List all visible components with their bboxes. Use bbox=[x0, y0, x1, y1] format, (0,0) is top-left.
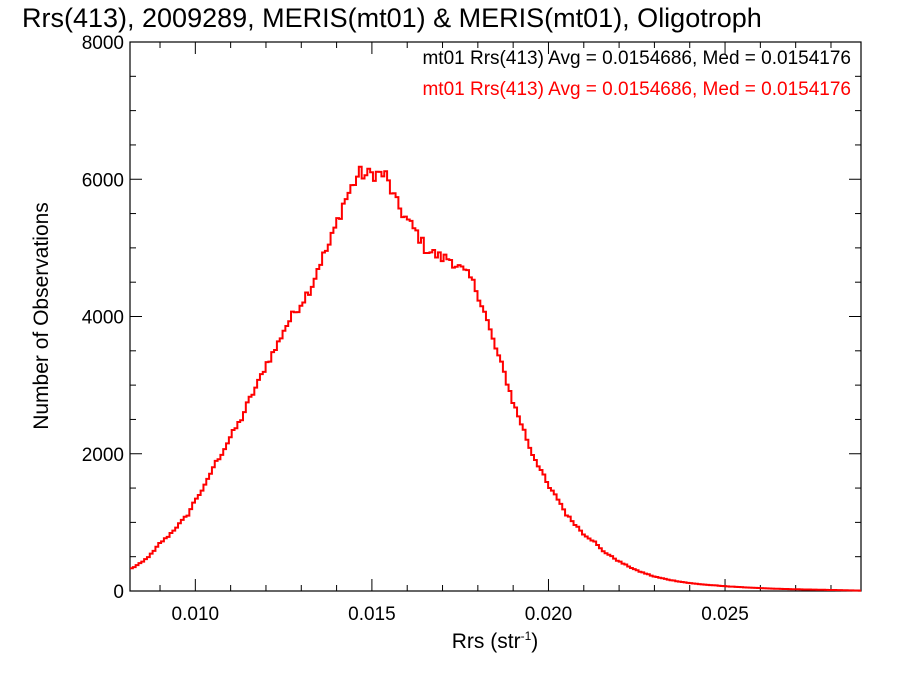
x-tick-label: 0.010 bbox=[172, 604, 220, 625]
y-tick-label: 2000 bbox=[82, 445, 124, 466]
y-tick-label: 8000 bbox=[82, 33, 124, 54]
y-tick-label: 4000 bbox=[82, 308, 124, 329]
plot-frame bbox=[129, 41, 862, 592]
y-tick-label: 6000 bbox=[82, 170, 124, 191]
x-tick-labels: 0.010 0.015 0.020 0.025 bbox=[172, 604, 749, 625]
y-tick-labels: 0 2000 4000 6000 8000 bbox=[82, 33, 124, 603]
histogram-series bbox=[130, 165, 861, 592]
legend-entry-1: mt01 Rrs(413) Avg = 0.0154686, Med = 0.0… bbox=[422, 48, 851, 69]
x-tick-label: 0.015 bbox=[348, 604, 396, 625]
y-axis-label: Number of Observations bbox=[30, 202, 53, 430]
histogram-line bbox=[130, 165, 861, 592]
x-axis-label: Rrs (str-1) bbox=[452, 629, 539, 653]
y-tick-label: 0 bbox=[113, 582, 124, 603]
x-axis-label-main: Rrs (str bbox=[452, 630, 521, 653]
x-axis-label-superscript: -1 bbox=[521, 629, 532, 643]
legend-entry-2: mt01 Rrs(413) Avg = 0.0154686, Med = 0.0… bbox=[422, 79, 851, 100]
axis-ticks bbox=[130, 41, 861, 592]
chart-title: Rrs(413), 2009289, MERIS(mt01) & MERIS(m… bbox=[22, 3, 762, 33]
x-tick-label: 0.020 bbox=[525, 604, 573, 625]
x-axis-label-suffix: ) bbox=[531, 630, 538, 653]
x-tick-label: 0.025 bbox=[701, 604, 749, 625]
